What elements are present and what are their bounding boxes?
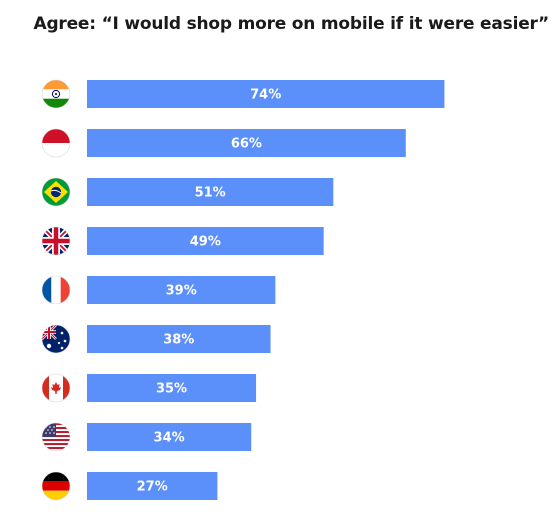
bar-row-canada: 35% (41, 373, 257, 403)
chart-title: Agree: “I would shop more on mobile if i… (33, 14, 549, 34)
bar-value-label: 74% (250, 88, 281, 103)
bar-value-label: 66% (231, 137, 262, 152)
india-flag-icon (41, 79, 71, 109)
bar (87, 227, 324, 255)
bar (87, 325, 271, 353)
bar-row-united-kingdom: 49% (41, 226, 324, 256)
bar-value-label: 49% (190, 235, 221, 250)
bar (87, 129, 406, 157)
bar (87, 423, 252, 451)
bar-row-australia: 38% (41, 324, 271, 354)
bar-value-label: 39% (166, 284, 197, 299)
bar-value-label: 27% (137, 480, 168, 495)
bar-value-label: 51% (195, 186, 226, 201)
australia-flag-icon (41, 324, 71, 354)
bar-row-united-states: 34% (41, 422, 252, 452)
uk-flag-icon (41, 226, 71, 256)
bar (87, 80, 445, 108)
indonesia-flag-icon (41, 128, 71, 158)
bar (87, 374, 257, 402)
canada-flag-icon (41, 373, 71, 403)
usa-flag-icon (41, 422, 71, 452)
bar-row-france: 39% (41, 275, 276, 305)
bar-value-label: 34% (154, 431, 185, 446)
bar (87, 472, 218, 500)
bar-row-germany: 27% (41, 471, 218, 501)
bar-value-label: 38% (163, 333, 194, 348)
france-flag-icon (41, 275, 71, 305)
bar (87, 276, 276, 304)
germany-flag-icon (41, 471, 71, 501)
bar-row-indonesia: 66% (41, 128, 406, 158)
bar (87, 178, 334, 206)
brazil-flag-icon (41, 177, 71, 207)
bar-row-brazil: 51% (41, 177, 334, 207)
bar-row-india: 74% (41, 79, 445, 109)
bar-value-label: 35% (156, 382, 187, 397)
